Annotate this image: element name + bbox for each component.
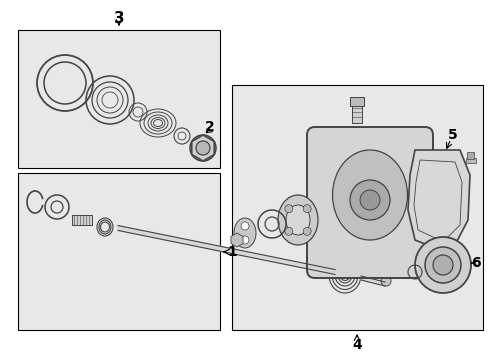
- Circle shape: [380, 276, 390, 286]
- Bar: [351, 105, 361, 123]
- Bar: [349, 97, 363, 106]
- Polygon shape: [360, 276, 384, 286]
- Bar: [18, 30, 220, 168]
- Polygon shape: [118, 226, 334, 274]
- Bar: [18, 173, 220, 330]
- Circle shape: [414, 237, 470, 293]
- Circle shape: [196, 141, 209, 155]
- Ellipse shape: [234, 218, 256, 248]
- Circle shape: [190, 135, 216, 161]
- Bar: [465, 158, 475, 163]
- Text: 2: 2: [204, 120, 214, 134]
- Polygon shape: [407, 150, 469, 248]
- Circle shape: [424, 247, 460, 283]
- Circle shape: [303, 227, 310, 235]
- Ellipse shape: [278, 195, 317, 245]
- Bar: [231, 85, 482, 330]
- Circle shape: [284, 205, 292, 213]
- Text: 5: 5: [447, 128, 457, 142]
- Ellipse shape: [285, 205, 309, 235]
- Circle shape: [359, 190, 379, 210]
- Text: 6: 6: [470, 256, 480, 270]
- Circle shape: [303, 205, 310, 213]
- Bar: [72, 215, 92, 225]
- Circle shape: [241, 236, 248, 244]
- Bar: [466, 152, 473, 159]
- Ellipse shape: [332, 150, 407, 240]
- Circle shape: [241, 222, 248, 230]
- Text: 3: 3: [113, 10, 124, 26]
- FancyBboxPatch shape: [306, 127, 432, 278]
- Text: 1: 1: [226, 245, 236, 259]
- Circle shape: [284, 227, 292, 235]
- Text: 4: 4: [351, 338, 361, 352]
- Circle shape: [432, 255, 452, 275]
- Circle shape: [349, 180, 389, 220]
